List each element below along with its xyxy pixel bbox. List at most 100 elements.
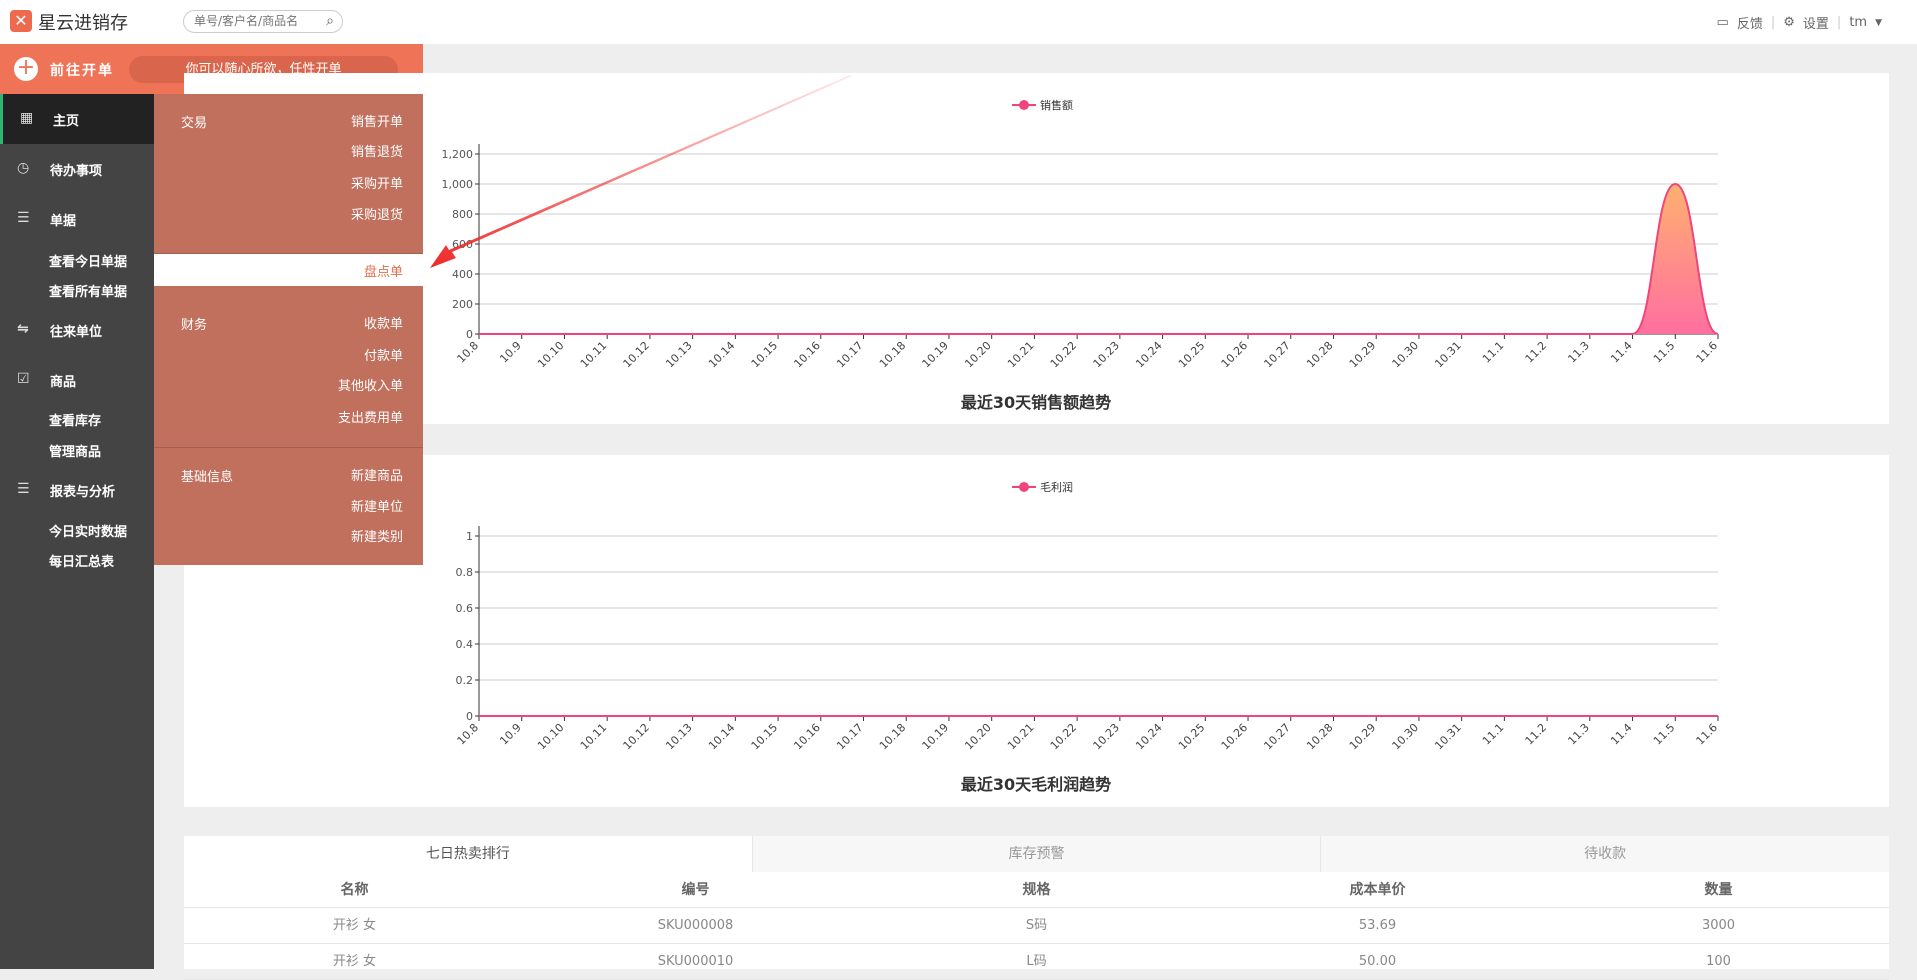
plus-icon[interactable]: + <box>14 57 38 81</box>
x-tick-label: 11.1 <box>1480 721 1507 748</box>
x-tick-label: 11.2 <box>1523 339 1550 366</box>
sidebar-item-reports[interactable]: ☰ 报表与分析 <box>0 481 154 501</box>
cell: 开衫 女 <box>184 908 525 943</box>
sidebar-subitem-manage-products[interactable]: 管理商品 <box>49 441 101 460</box>
y-tick-label: 0.8 <box>456 566 474 579</box>
y-tick-label: 1,200 <box>442 148 474 161</box>
x-tick-label: 10.29 <box>1347 721 1378 752</box>
x-tick-label: 10.9 <box>497 721 524 748</box>
x-tick-label: 10.12 <box>621 339 652 370</box>
x-tick-label: 11.3 <box>1565 721 1592 748</box>
y-tick-label: 1,000 <box>442 178 474 191</box>
x-tick-label: 10.28 <box>1304 721 1335 752</box>
x-tick-label: 10.31 <box>1432 339 1463 370</box>
bars-icon: ☰ <box>17 481 30 497</box>
menu-item-other-income[interactable]: 其他收入单 <box>338 375 403 394</box>
x-tick-label: 10.20 <box>962 339 993 370</box>
caret-down-icon[interactable]: ▼ <box>1875 18 1882 28</box>
menu-section-finance: 财务 收款单 付款单 其他收入单 支出费用单 <box>154 286 423 448</box>
x-tick-label: 10.28 <box>1304 339 1335 370</box>
menu-item-sales-order[interactable]: 销售开单 <box>351 111 403 130</box>
sidebar-subitem-today-docs[interactable]: 查看今日单据 <box>49 251 127 270</box>
sidebar-item-label: 待办事项 <box>50 160 102 179</box>
x-tick-label: 10.26 <box>1219 721 1250 752</box>
clock-icon: ◷ <box>17 160 29 176</box>
sidebar-subitem-stock[interactable]: 查看库存 <box>49 410 101 429</box>
search-icon[interactable]: ⌕ <box>326 13 334 29</box>
x-tick-label: 10.10 <box>535 339 566 370</box>
cell: L码 <box>866 944 1207 979</box>
sidebar-item-label: 报表与分析 <box>50 481 115 500</box>
sidebar-item-documents[interactable]: ☰单据 <box>0 210 154 230</box>
x-tick-label: 10.25 <box>1176 339 1207 370</box>
cell: 100 <box>1548 944 1889 979</box>
menu-section-trade: 交易 销售开单 销售退货 采购开单 采购退货 <box>154 94 423 254</box>
x-tick-label: 10.23 <box>1091 339 1122 370</box>
column-header: 名称 <box>184 872 525 907</box>
search-input[interactable] <box>194 14 314 28</box>
x-tick-label: 10.21 <box>1005 339 1036 370</box>
x-tick-label: 10.13 <box>663 339 694 370</box>
gear-icon[interactable]: ⚙ <box>1783 15 1795 30</box>
y-tick-label: 200 <box>452 298 473 311</box>
y-tick-label: 800 <box>452 208 473 221</box>
x-tick-label: 10.12 <box>621 721 652 752</box>
column-header: 成本单价 <box>1207 872 1548 907</box>
x-tick-label: 10.19 <box>920 721 951 752</box>
sidebar-item-label: 单据 <box>50 210 76 229</box>
menu-item-receipt[interactable]: 收款单 <box>364 313 403 332</box>
exchange-icon: ⇋ <box>17 321 29 337</box>
x-tick-label: 11.6 <box>1694 721 1721 748</box>
menu-item-purchase-return[interactable]: 采购退货 <box>351 204 403 223</box>
x-tick-label: 11.6 <box>1694 339 1721 366</box>
x-tick-label: 11.1 <box>1480 339 1507 366</box>
new-order-button[interactable]: 前往开单 <box>50 60 114 80</box>
user-menu[interactable]: tm <box>1849 15 1867 30</box>
settings-link[interactable]: 设置 <box>1803 13 1829 32</box>
table-header: 名称 编号 规格 成本单价 数量 <box>184 872 1889 908</box>
menu-item-payment[interactable]: 付款单 <box>364 345 403 364</box>
sidebar-item-home[interactable]: ▦主页 <box>0 94 154 144</box>
tab-receivables[interactable]: 待收款 <box>1320 836 1889 872</box>
x-tick-label: 10.27 <box>1261 339 1292 370</box>
y-tick-label: 400 <box>452 268 473 281</box>
x-tick-label: 10.23 <box>1091 721 1122 752</box>
sidebar-subitem-daily-summary[interactable]: 每日汇总表 <box>49 551 114 570</box>
x-tick-label: 10.18 <box>877 339 908 370</box>
x-tick-label: 10.17 <box>834 339 865 370</box>
x-tick-label: 10.11 <box>578 721 609 752</box>
x-tick-label: 10.8 <box>455 339 482 366</box>
y-tick-label: 0.6 <box>456 602 474 615</box>
cell: S码 <box>866 908 1207 943</box>
feedback-link[interactable]: 反馈 <box>1737 13 1763 32</box>
sidebar-item-partners[interactable]: ⇋往来单位 <box>0 321 154 341</box>
tab-hot-sales[interactable]: 七日热卖排行 <box>184 836 752 872</box>
menu-item-purchase-order[interactable]: 采购开单 <box>351 173 403 192</box>
table-row: 开衫 女 SKU000010 L码 50.00 100 <box>184 944 1889 980</box>
x-tick-label: 10.15 <box>749 339 780 370</box>
column-header: 规格 <box>866 872 1207 907</box>
menu-item-expense[interactable]: 支出费用单 <box>338 407 403 426</box>
sidebar-item-products[interactable]: ☑商品 <box>0 371 154 391</box>
sidebar-subitem-all-docs[interactable]: 查看所有单据 <box>49 281 127 300</box>
search-box[interactable]: ⌕ <box>183 10 343 33</box>
brand-name: 星云进销存 <box>38 9 128 35</box>
sidebar-item-todo[interactable]: ◷ 待办事项 <box>0 160 154 180</box>
y-tick-label: 0.4 <box>456 638 474 651</box>
sidebar-subitem-realtime[interactable]: 今日实时数据 <box>49 521 127 540</box>
ranking-table-card: 七日热卖排行 库存预警 待收款 名称 编号 规格 成本单价 数量 开衫 女 SK… <box>184 836 1889 969</box>
menu-item-new-partner[interactable]: 新建单位 <box>351 496 403 515</box>
menu-item-new-product[interactable]: 新建商品 <box>351 465 403 484</box>
menu-item-new-category[interactable]: 新建类别 <box>351 526 403 545</box>
menu-section-title: 交易 <box>181 112 207 131</box>
x-tick-label: 10.24 <box>1133 721 1164 752</box>
menu-section-basic-info: 基础信息 新建商品 新建单位 新建类别 <box>154 448 423 565</box>
tab-stock-warning[interactable]: 库存预警 <box>752 836 1321 872</box>
menu-item-stocktake[interactable]: 盘点单 <box>154 254 423 286</box>
x-tick-label: 11.2 <box>1523 721 1550 748</box>
feedback-icon[interactable]: ▭ <box>1717 15 1729 30</box>
x-tick-label: 10.13 <box>663 721 694 752</box>
menu-item-sales-return[interactable]: 销售退货 <box>351 141 403 160</box>
